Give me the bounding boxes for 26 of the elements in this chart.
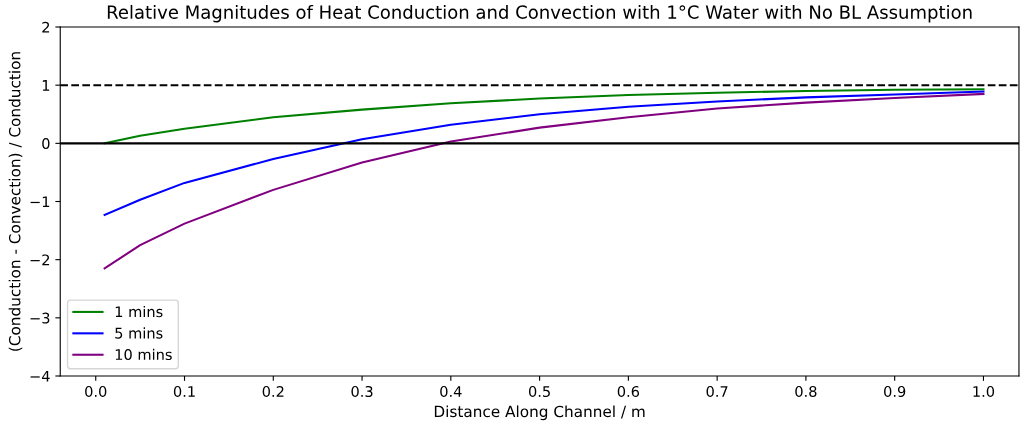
x-tick-label: 1.0 <box>973 385 995 398</box>
x-tick-label: 0.4 <box>440 385 462 398</box>
x-axis-title: Distance Along Channel / m <box>434 405 645 421</box>
y-axis-title: (Conduction - Convection) / Conduction <box>8 52 23 351</box>
y-tick-label: −4 <box>30 370 50 382</box>
y-tick-label: −3 <box>30 312 50 324</box>
legend-label: 1 mins <box>115 305 163 318</box>
legend-label: 5 mins <box>115 327 163 339</box>
legend-label: 10 mins <box>115 348 172 361</box>
x-tick-label: 0.9 <box>884 385 906 398</box>
line-series <box>103 90 985 216</box>
x-tick-label: 0.2 <box>262 385 284 398</box>
x-tick-label: 0.6 <box>617 385 640 398</box>
y-tick-label: −2 <box>30 254 50 266</box>
x-tick-label: 0.7 <box>706 385 728 398</box>
x-tick-label: 0.3 <box>351 385 373 398</box>
y-tick-label: 2 <box>42 21 50 33</box>
y-tick-label: −1 <box>30 196 50 208</box>
x-tick-label: 0.1 <box>173 385 195 398</box>
x-tick-label: 0.0 <box>85 385 107 398</box>
x-tick-label: 0.5 <box>528 385 550 398</box>
chart-title: Relative Magnitudes of Heat Conduction and Convection with 1°C Water with No BL Assumption <box>107 4 972 23</box>
x-tick-label: 0.8 <box>795 385 817 398</box>
line-series <box>103 92 985 270</box>
y-tick-label: 1 <box>42 80 50 91</box>
y-tick-label: 0 <box>42 138 50 150</box>
